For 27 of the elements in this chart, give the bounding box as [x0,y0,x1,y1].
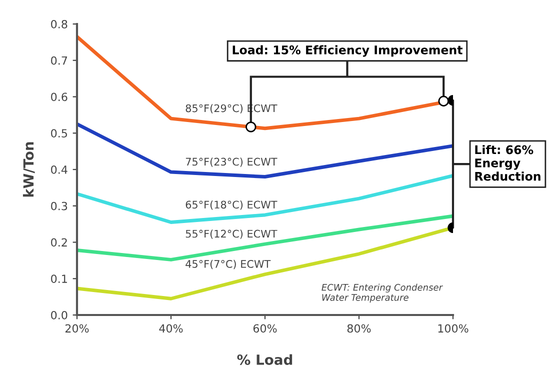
line-series [77,214,453,262]
y-axis-title: kW/Ton [22,142,35,197]
text: Lift: 66% Energy Reduction [475,145,540,181]
y-tick-label: 0.3 [51,202,68,210]
y-tick-label: 0.5 [51,129,67,138]
series-label: 75°F(23°C) ECWT [186,158,278,167]
annotation: ECWT: Entering Condenser Water Temperature [322,284,443,303]
line-series [77,122,453,179]
series-label: 55°F(12°C) ECWT [186,230,278,239]
x-tick-label: 60% [253,324,277,333]
annotation: Load: 15% Efficiency Improvement [232,45,462,57]
y-tick-label: 0.0 [51,310,68,320]
point [246,122,256,132]
y-tick-label: 0.6 [51,92,68,102]
x-tick-label: 40% [159,324,183,333]
y-tick-label: 0.1 [51,274,67,284]
y-tick-label: 0.2 [51,238,67,247]
y-tick-label: 0.7 [51,56,68,65]
x-axis-title: % Load [237,354,292,365]
series-label: 45°F(7°C) ECWT [186,260,271,270]
x-tick-label: 20% [65,324,89,333]
y-tick-label: 0.4 [51,165,68,174]
y-tick-label: 0.8 [51,20,68,28]
line-series [77,174,453,224]
x-tick-label: 100% [438,324,468,333]
x-tick-label: 80% [347,324,371,333]
series-label: 65°F(18°C) ECWT [186,200,278,210]
